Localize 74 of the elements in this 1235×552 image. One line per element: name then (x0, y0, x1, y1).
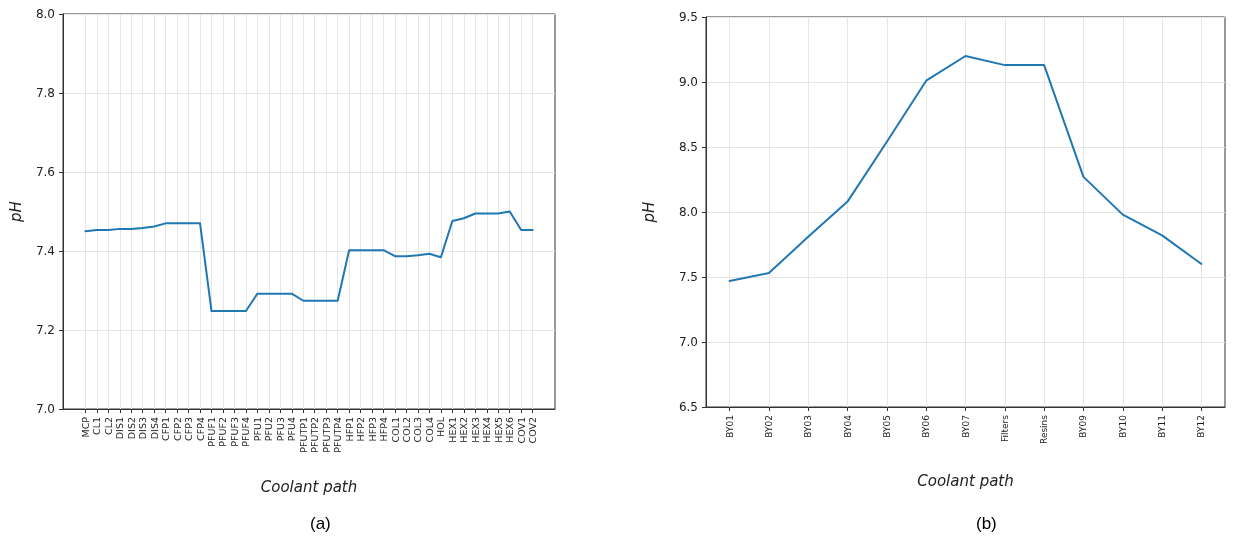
x-tick-label: HFP1 (343, 417, 355, 442)
x-tick-label: HFP3 (366, 417, 378, 442)
y-tick-label: 9.5 (678, 10, 698, 24)
x-tick-label: PFUF3 (228, 417, 240, 447)
x-tick-label: CFP4 (194, 417, 206, 441)
x-tick-label: BY02 (763, 415, 774, 438)
x-tick-label: CL2 (102, 417, 114, 435)
x-tick-label: PFUTP2 (309, 417, 321, 453)
y-tick-label: 9.0 (678, 75, 698, 89)
x-tick-label: HEX2 (458, 417, 470, 443)
x-tick-label: COV2 (527, 417, 539, 444)
text: (a) (310, 514, 331, 533)
text: (b) (976, 514, 997, 533)
x-tick-label: COV1 (515, 417, 527, 444)
x-tick-label: DIS3 (137, 417, 149, 440)
x-tick-label: PFU3 (274, 417, 286, 442)
x-tick-label: HEX5 (492, 417, 504, 443)
x-tick-label: BY12 (1196, 415, 1207, 438)
x-tick-label: HFP4 (378, 417, 390, 442)
y-tick-label: 7.2 (35, 323, 55, 337)
x-tick-label: PFUF2 (217, 417, 229, 447)
x-tick-label: HEX1 (446, 417, 458, 443)
x-tick-label: HEX6 (504, 417, 516, 443)
y-axis-title: pH (6, 201, 25, 223)
x-tick-label: COL2 (400, 417, 412, 443)
x-tick-label: DIS4 (148, 417, 160, 440)
x-tick-label: BY01 (724, 415, 735, 438)
x-tick-label: Resins (1039, 414, 1050, 444)
y-tick-label: 7.5 (678, 270, 698, 284)
x-tick-label: HEX4 (481, 417, 493, 443)
x-axis-title: Coolant path (917, 471, 1014, 490)
x-tick-label: MCP (79, 416, 91, 438)
x-tick-label: HOL (435, 416, 447, 437)
y-tick-label: 7.6 (35, 165, 55, 179)
x-tick-label: DIS1 (114, 417, 126, 440)
x-tick-label: PFUF1 (206, 417, 218, 447)
x-tick-label: CFP3 (183, 417, 195, 441)
x-tick-label: BY09 (1078, 414, 1089, 438)
x-tick-label: PFU4 (286, 417, 298, 442)
x-tick-label: BY11 (1157, 415, 1168, 438)
line-series (84, 210, 534, 313)
x-tick-label: PFUTP4 (332, 417, 344, 453)
x-axis-title: Coolant path (260, 477, 358, 496)
x-tick-label: CFP1 (160, 417, 172, 441)
y-tick-label: 6.5 (678, 400, 698, 414)
x-tick-label: COL4 (423, 417, 435, 443)
x-tick-label: PFU1 (251, 417, 263, 442)
y-tick-label: 8.0 (678, 205, 698, 219)
y-tick-label: 7.0 (35, 402, 55, 416)
x-tick-label: DIS2 (125, 417, 137, 440)
x-tick-label: HEX3 (469, 417, 481, 443)
x-tick-label: PFUTP1 (297, 417, 309, 453)
line-series (728, 55, 1203, 282)
x-tick-label: BY06 (921, 414, 932, 438)
y-tick-label: 7.4 (35, 244, 55, 258)
y-tick-label: 8.0 (35, 7, 55, 21)
x-tick-label: PFU2 (263, 417, 275, 442)
x-tick-label: BY10 (1117, 414, 1128, 438)
x-tick-label: CFP2 (171, 417, 183, 441)
x-tick-label: HFP2 (355, 417, 367, 442)
x-tick-label: PFUF4 (240, 417, 252, 447)
x-tick-label: BY04 (842, 414, 853, 438)
x-tick-label: COL1 (389, 417, 401, 443)
x-tick-label: CL1 (91, 417, 103, 435)
x-tick-label: COL3 (412, 417, 424, 443)
y-tick-label: 7.8 (35, 86, 55, 100)
y-tick-label: 7.0 (678, 335, 698, 349)
x-tick-label: BY07 (960, 415, 971, 438)
y-axis-title: pH (639, 201, 658, 224)
x-tick-label: BY05 (881, 415, 892, 438)
x-tick-label: BY03 (803, 415, 814, 438)
y-tick-label: 8.5 (678, 140, 698, 154)
x-tick-label: PFUTP3 (320, 417, 332, 453)
x-tick-label: Filters (999, 414, 1010, 442)
